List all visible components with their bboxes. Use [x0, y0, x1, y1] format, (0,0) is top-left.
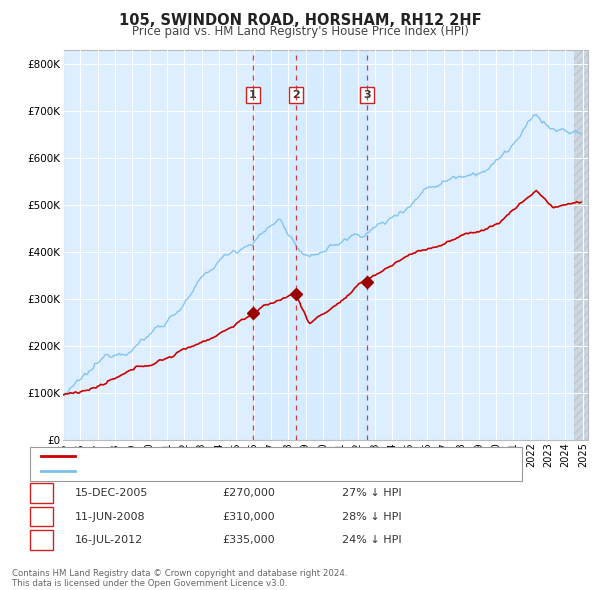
Text: 2: 2 — [38, 512, 45, 522]
Text: 16-JUL-2012: 16-JUL-2012 — [75, 535, 143, 545]
Text: 1: 1 — [249, 90, 257, 100]
Text: 11-JUN-2008: 11-JUN-2008 — [75, 512, 146, 522]
Text: 105, SWINDON ROAD, HORSHAM, RH12 2HF (detached house): 105, SWINDON ROAD, HORSHAM, RH12 2HF (de… — [82, 451, 407, 461]
Text: 2: 2 — [292, 90, 300, 100]
Text: £310,000: £310,000 — [222, 512, 275, 522]
Text: HPI: Average price, detached house, Horsham: HPI: Average price, detached house, Hors… — [82, 466, 322, 476]
Bar — [253, 50, 367, 440]
Text: £335,000: £335,000 — [222, 535, 275, 545]
Text: 28% ↓ HPI: 28% ↓ HPI — [342, 512, 401, 522]
Text: Contains HM Land Registry data © Crown copyright and database right 2024.
This d: Contains HM Land Registry data © Crown c… — [12, 569, 347, 588]
Text: 1: 1 — [38, 488, 45, 498]
Text: Price paid vs. HM Land Registry's House Price Index (HPI): Price paid vs. HM Land Registry's House … — [131, 25, 469, 38]
Text: 24% ↓ HPI: 24% ↓ HPI — [342, 535, 401, 545]
Text: 105, SWINDON ROAD, HORSHAM, RH12 2HF: 105, SWINDON ROAD, HORSHAM, RH12 2HF — [119, 13, 481, 28]
Bar — [574, 50, 588, 440]
Text: 15-DEC-2005: 15-DEC-2005 — [75, 488, 148, 498]
Text: £270,000: £270,000 — [222, 488, 275, 498]
Text: 3: 3 — [363, 90, 371, 100]
Text: 27% ↓ HPI: 27% ↓ HPI — [342, 488, 401, 498]
Text: 3: 3 — [38, 535, 45, 545]
